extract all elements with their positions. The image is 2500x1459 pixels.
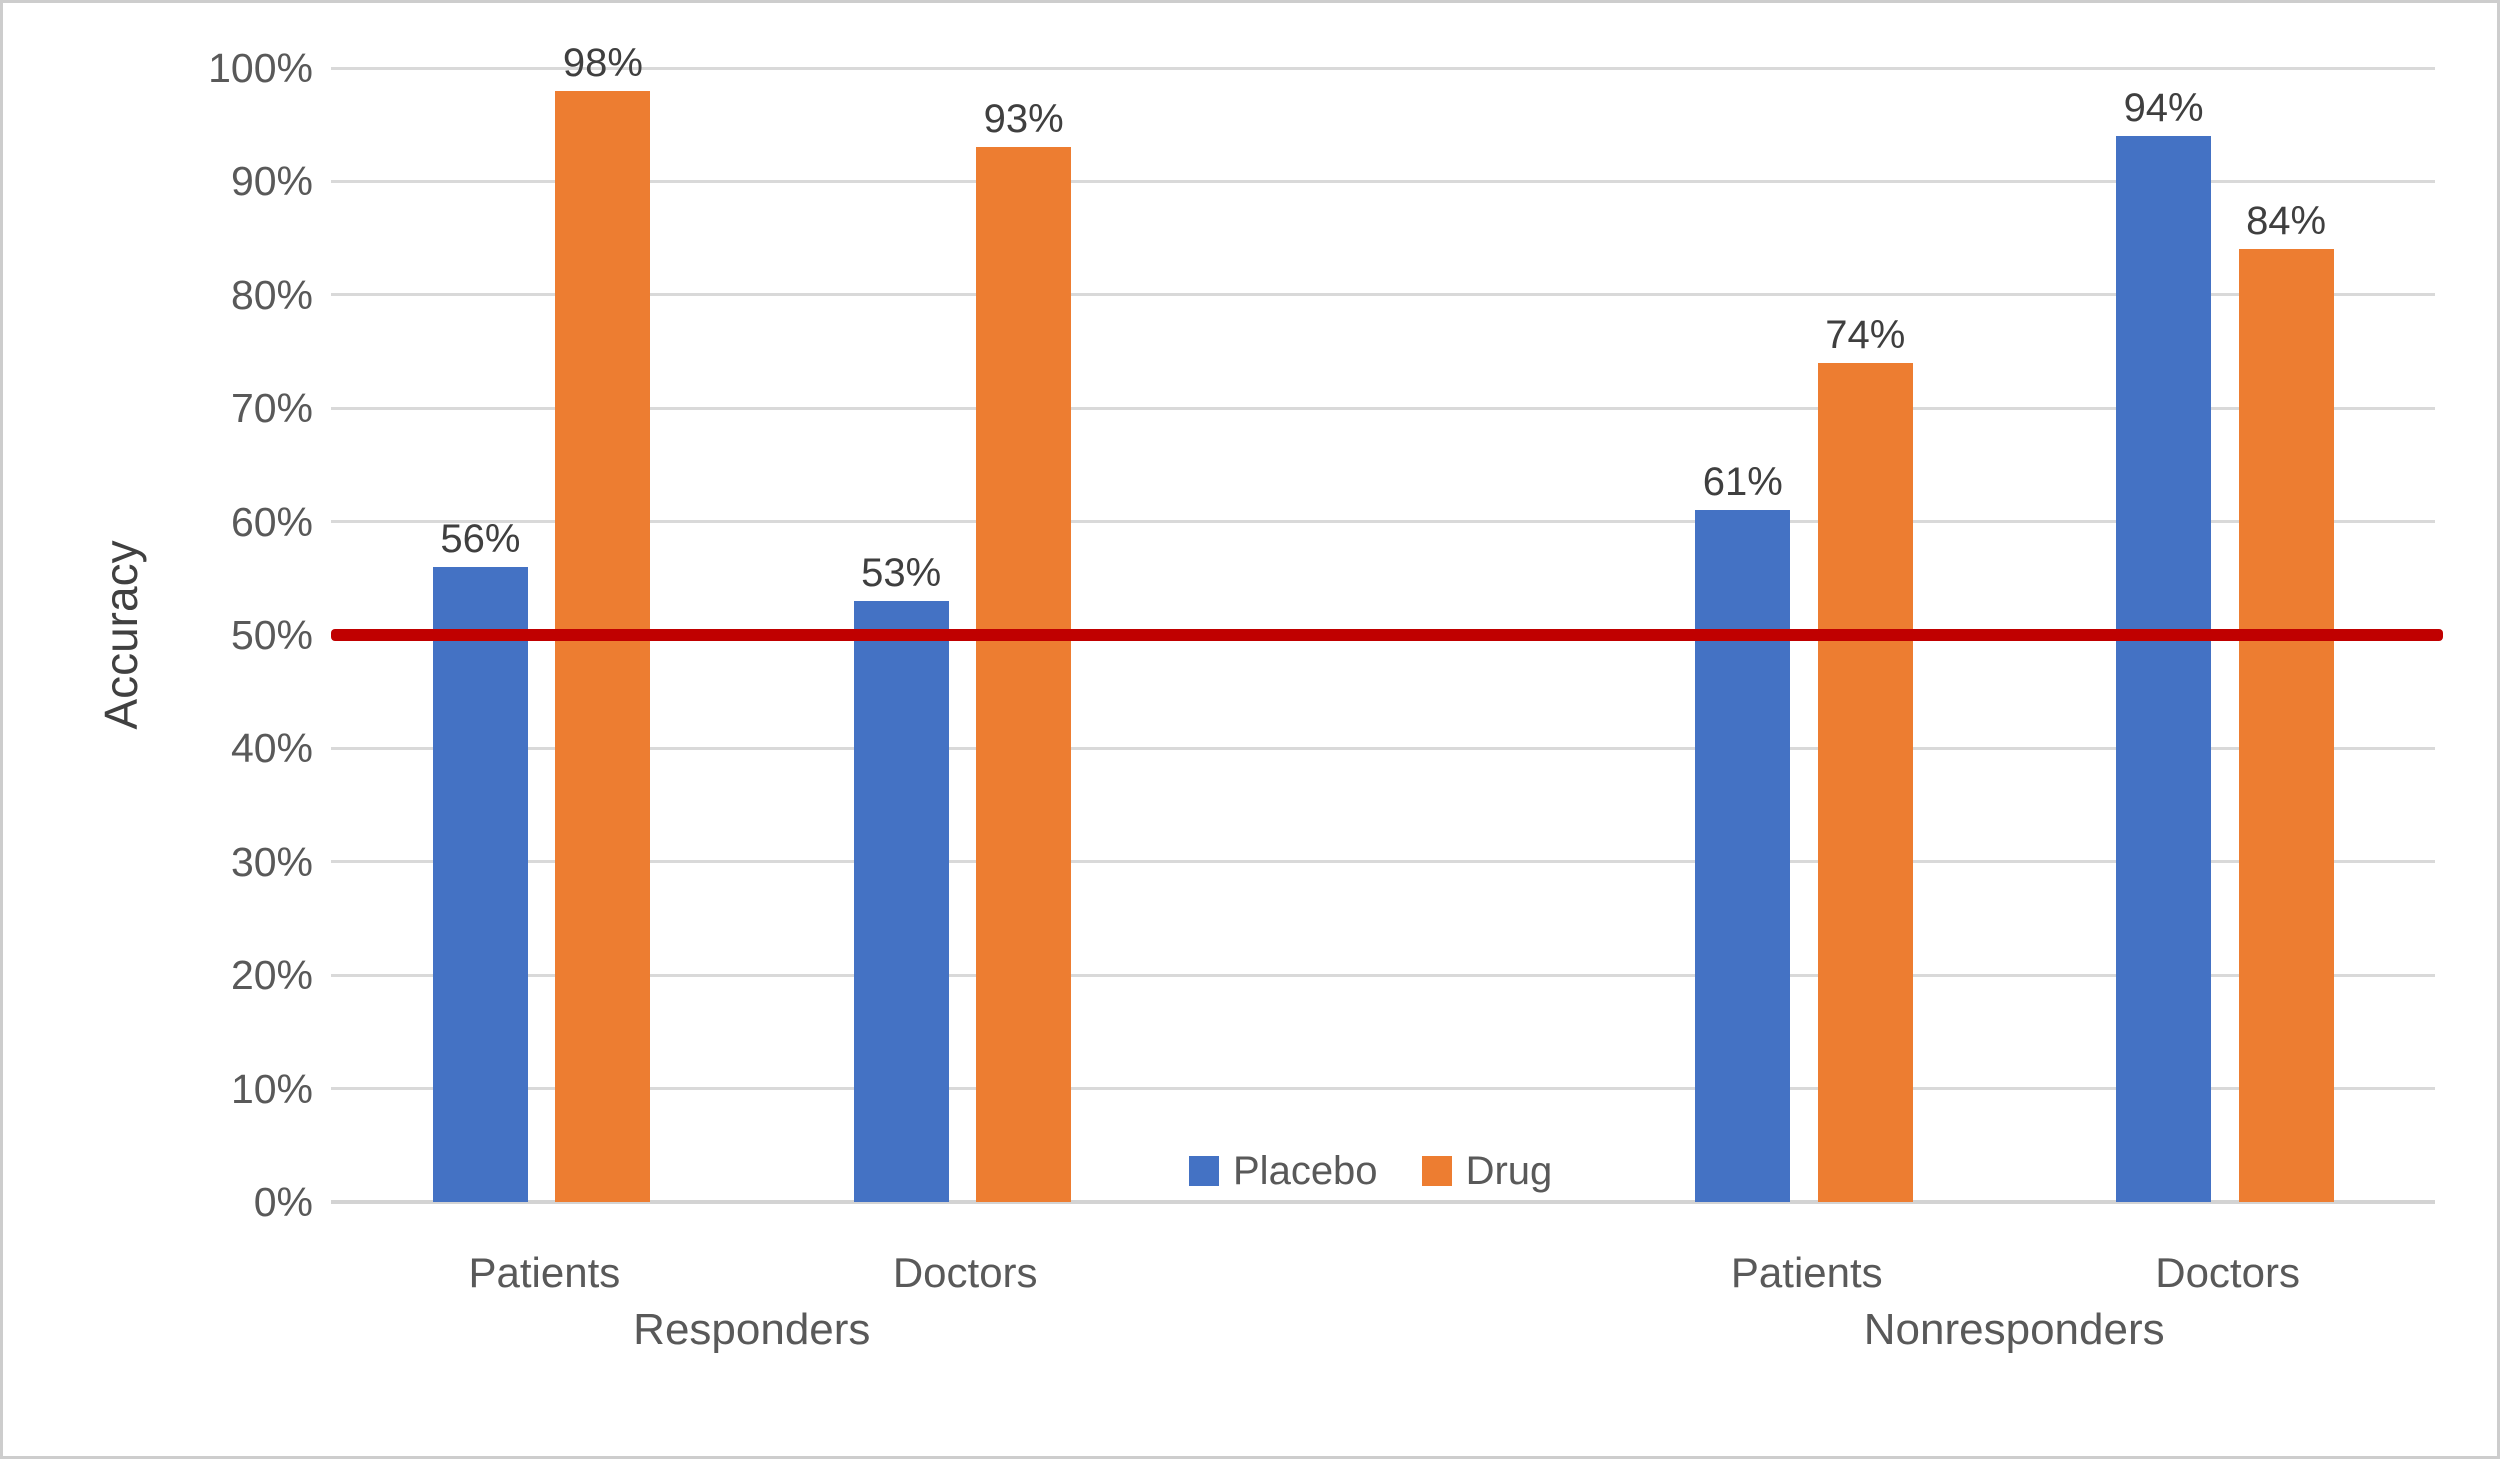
gridline-100%	[331, 66, 2435, 70]
bar-placebo-3	[2116, 136, 2212, 1202]
bar-drug-1	[976, 147, 1072, 1202]
legend-label: Placebo	[1233, 1149, 1378, 1193]
legend-label: Drug	[1465, 1149, 1553, 1193]
data-label-placebo-3: 94%	[2123, 86, 2204, 131]
data-label-placebo-2: 61%	[1702, 460, 1783, 505]
gridline-20%	[331, 973, 2435, 977]
y-tick-label: 60%	[230, 498, 313, 545]
legend-swatch-placebo	[1189, 1156, 1219, 1186]
x-category-label: Doctors	[2155, 1249, 2300, 1296]
x-group-label-nonresponders: Nonresponders	[1863, 1305, 2165, 1354]
gridline-10%	[331, 1087, 2435, 1091]
legend-item-placebo: Placebo	[1189, 1149, 1378, 1193]
gridline-0%	[331, 1200, 2435, 1204]
bar-placebo-2	[1695, 510, 1791, 1202]
gridline-60%	[331, 520, 2435, 524]
y-tick-label: 10%	[230, 1065, 313, 1112]
gridline-90%	[331, 179, 2435, 183]
y-tick-label: 20%	[230, 952, 313, 999]
y-tick-label: 90%	[230, 158, 313, 205]
x-category-label: Patients	[468, 1249, 621, 1296]
y-tick-label: 0%	[253, 1179, 313, 1225]
gridline-40%	[331, 746, 2435, 750]
legend: Placebo Drug	[1189, 1149, 1552, 1193]
gridline-80%	[331, 293, 2435, 297]
data-label-drug-1: 93%	[983, 97, 1064, 142]
data-label-placebo-1: 53%	[861, 550, 942, 595]
y-tick-label: 50%	[230, 612, 313, 658]
gridline-30%	[331, 860, 2435, 864]
gridline-70%	[331, 406, 2435, 410]
y-tick-label: 70%	[230, 385, 313, 432]
bar-drug-2	[1817, 362, 1913, 1202]
y-tick-label: 40%	[230, 725, 313, 772]
legend-swatch-drug	[1421, 1156, 1452, 1186]
legend-item-drug: Drug	[1421, 1149, 1553, 1193]
bar-drug-3	[2238, 249, 2334, 1202]
data-label-drug-3: 84%	[2246, 199, 2327, 244]
data-label-drug-0: 98%	[562, 40, 643, 85]
x-category-label: Patients	[1730, 1249, 1883, 1296]
data-label-drug-2: 74%	[1825, 312, 1906, 357]
y-tick-label: 80%	[230, 271, 313, 318]
reference-line-50pct	[331, 629, 2443, 641]
y-axis-title: Accuracy	[95, 540, 147, 730]
x-group-label-responders: Responders	[633, 1305, 871, 1354]
y-tick-label: 30%	[230, 838, 313, 885]
bar-placebo-1	[853, 600, 949, 1202]
y-tick-label: 100%	[208, 45, 313, 91]
bar-placebo-0	[432, 566, 528, 1202]
data-label-placebo-0: 56%	[440, 516, 521, 561]
x-category-label: Doctors	[892, 1249, 1038, 1296]
bar-drug-0	[555, 90, 651, 1202]
